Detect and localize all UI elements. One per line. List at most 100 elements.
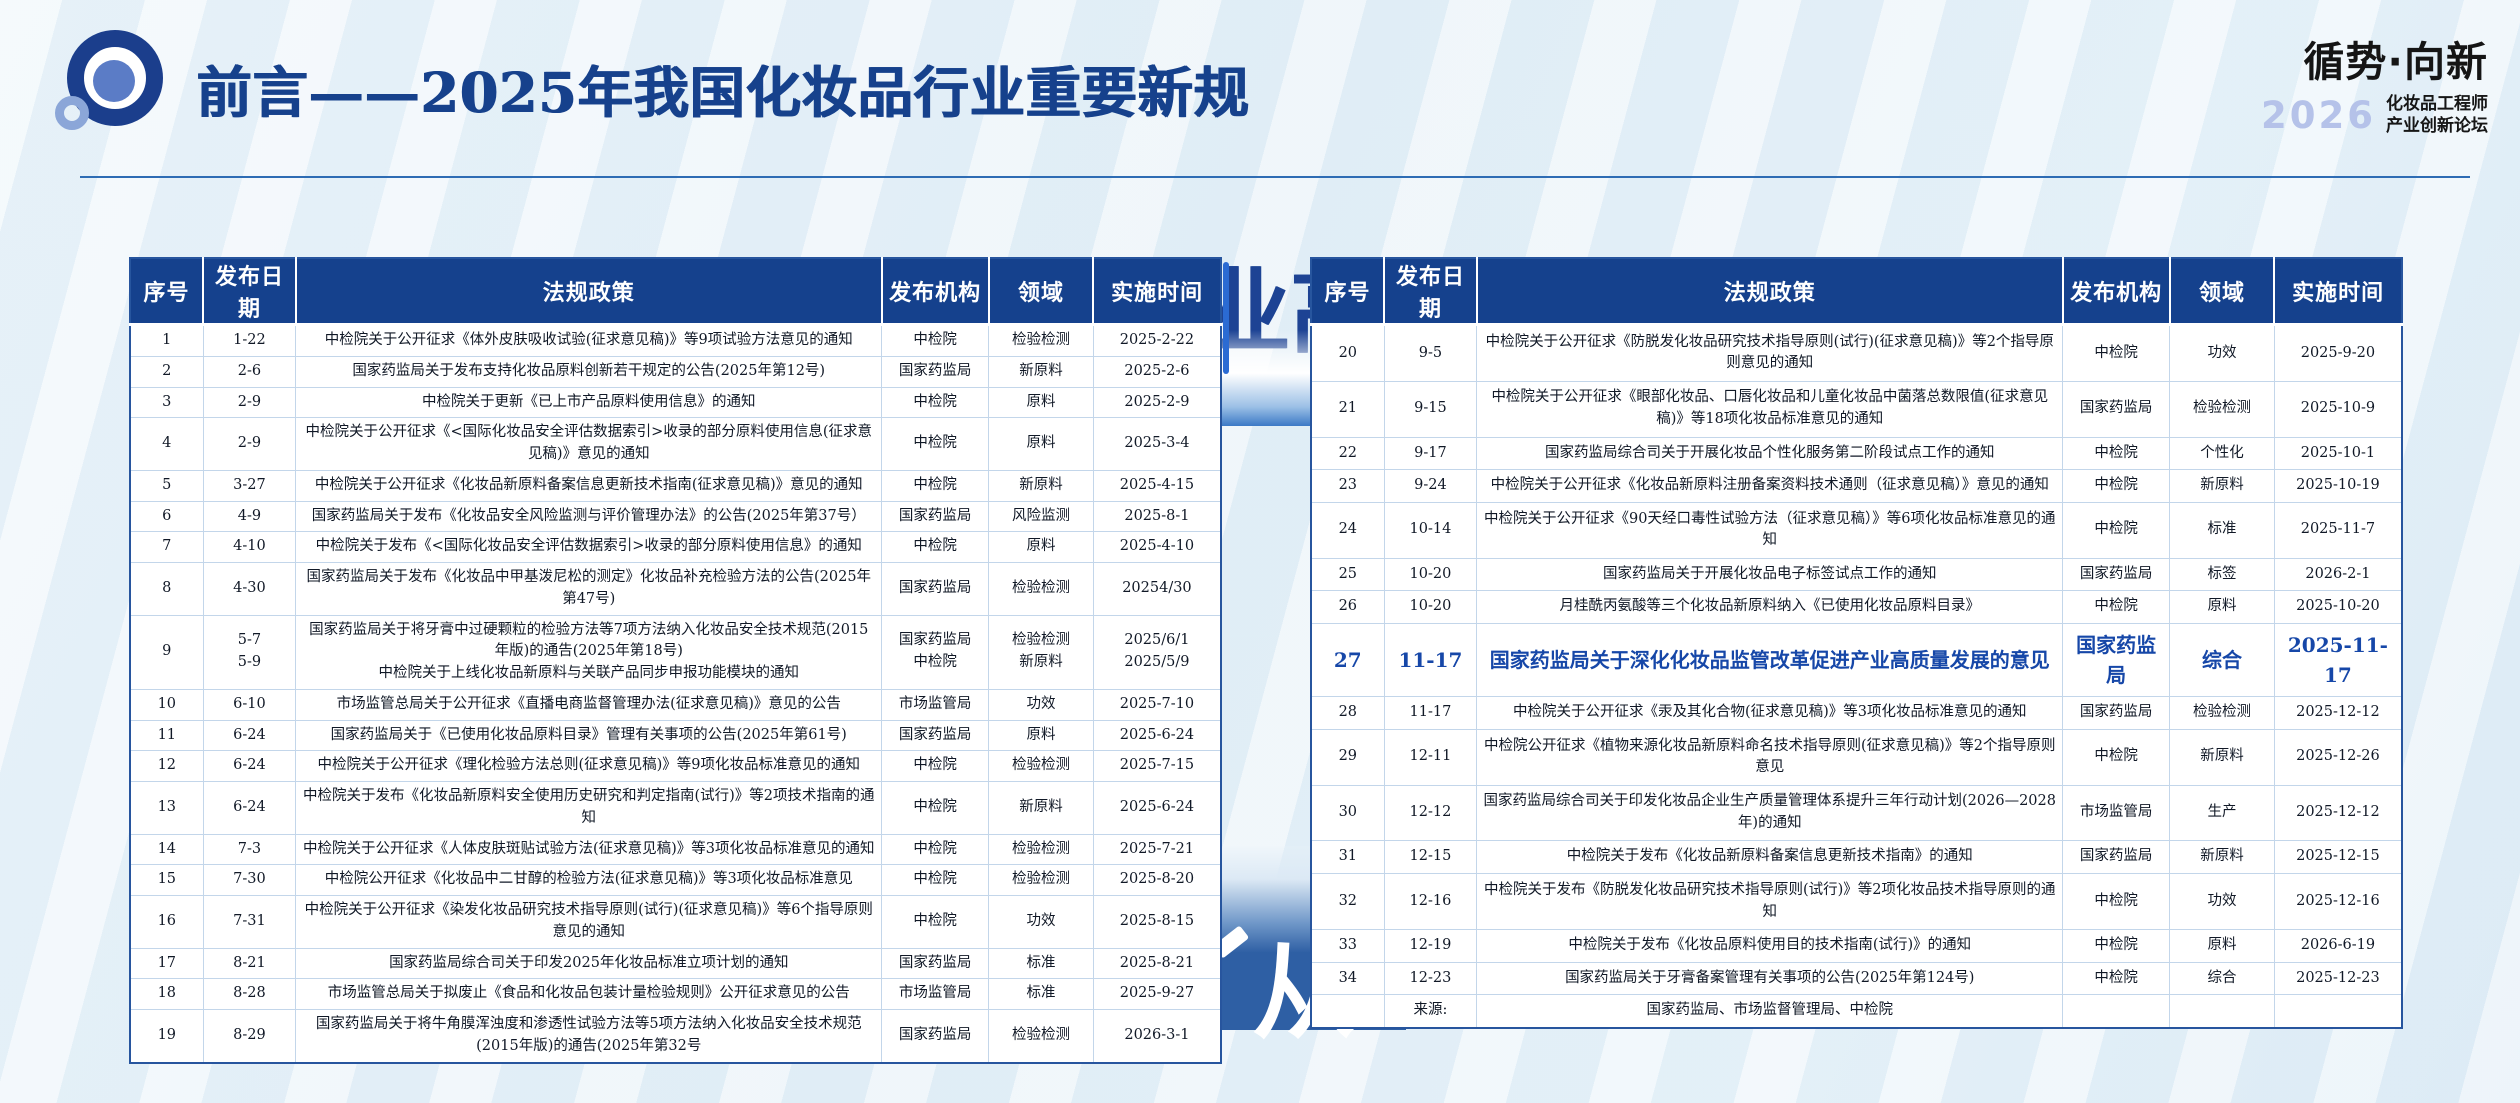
table-row: 2 2-6 国家药监局关于发布支持化妆品原料创新若干规定的公告(2025年第12号)… [130, 355, 1221, 388]
table-row: 29 12-11 中检院公开征求《植物来源化妆品新原料命名技术指导原则(征求意见稿)… [1311, 728, 2402, 786]
row-no: 11 [130, 719, 204, 752]
publish-date: 8-28 [202, 978, 297, 1010]
row-no: 34 [1311, 961, 1385, 996]
column-header: 序号 [1311, 258, 1386, 326]
page-title: 前言——2025年我国化妆品行业重要新规 [196, 60, 1250, 125]
table-row: 8 4-30 国家药监局关于发布《化妆品中甲基泼尼松的测定》化妆品补充检验方法的公告… [130, 562, 1221, 616]
table-row: 来源: 国家药监局、市场监督管理局、中检院 [1311, 994, 2402, 1029]
table-row: 14 7-3 中检院关于公开征求《人体皮肤斑贴试验方法(征求意见稿)》等3项化妆品标… [130, 833, 1221, 866]
effective-date: 2025-2-6 [1092, 355, 1221, 388]
column-header: 领域 [988, 258, 1095, 326]
policy-title: 中检院公开征求《植物来源化妆品新原料命名技术指导原则(征求意见稿)》等2个指导原… [1476, 728, 2064, 786]
row-no: 23 [1311, 469, 1385, 503]
field: 新原料 [2169, 469, 2275, 503]
publish-date: 12-11 [1383, 728, 1478, 786]
table-row: 5 3-27 中检院关于公开征求《化妆品新原料备案信息更新技术指南(征求意见稿)》意… [130, 469, 1221, 502]
effective-date: 2025-8-21 [1092, 947, 1221, 980]
agency: 中检院 [881, 386, 990, 419]
agency: 中检院 [881, 750, 990, 782]
agency: 中检院 [881, 895, 990, 949]
agency: 中检院 [2062, 436, 2171, 471]
row-no: 22 [1311, 436, 1385, 471]
agency: 市场监管局 [881, 978, 990, 1010]
field: 检验检测 [988, 324, 1094, 357]
policy-title: 国家药监局关于深化化妆品监管改革促进产业高质量发展的意见 [1476, 622, 2064, 698]
agency: 国家药监局 [881, 719, 990, 752]
publish-date: 12-23 [1383, 961, 1478, 996]
effective-date: 2025-11-17 [2273, 622, 2402, 698]
effective-date: 2025-9-20 [2273, 324, 2402, 382]
effective-date: 2025-10-9 [2273, 380, 2402, 438]
effective-date: 2025-10-19 [2273, 469, 2402, 503]
row-no: 33 [1311, 928, 1385, 963]
column-header: 序号 [130, 258, 205, 326]
policy-title: 中检院关于更新《已上市产品原料使用信息》的通知 [295, 386, 883, 419]
field: 检验检测 [988, 864, 1094, 896]
policy-title: 中检院关于公开征求《染发化妆品研究技术指导原则(试行)(征求意见稿)》等6个指导… [295, 895, 883, 949]
agency: 中检院 [2062, 469, 2171, 503]
effective-date: 2025-8-15 [1092, 895, 1221, 949]
table-row: 7 4-10 中检院关于发布《<国际化妆品安全评估数据索引>收录的部分原料使用信息》… [130, 531, 1221, 563]
scrollbar-fragment[interactable] [1223, 262, 1229, 374]
table-row: 25 10-20 国家药监局关于开展化妆品电子标签试点工作的通知 国家药监局 标签 202… [1311, 557, 2402, 592]
policy-title: 国家药监局关于开展化妆品电子标签试点工作的通知 [1476, 557, 2064, 592]
policy-title: 国家药监局关于发布《化妆品中甲基泼尼松的测定》化妆品补充检验方法的公告(2025… [295, 562, 883, 616]
table-row: 4 2-9 中检院关于公开征求《<国际化妆品安全评估数据索引>收录的部分原料使用信息… [130, 417, 1221, 471]
row-no: 28 [1311, 696, 1385, 730]
policy-title: 国家药监局关于发布《化妆品安全风险监测与评价管理办法》的公告(2025年第37号… [295, 500, 883, 533]
logo-inner-circle [93, 60, 135, 102]
table-row: 11 6-24 国家药监局关于《已使用化妆品原料目录》管理有关事项的公告(2025年… [130, 719, 1221, 752]
table-row: 33 12-19 中检院关于发布《化妆品原料使用目的技术指南(试行)》的通知 中检院原… [1311, 928, 2402, 963]
agency: 中检院 [2062, 928, 2171, 963]
field: 原料 [988, 531, 1094, 563]
table-row: 19 8-29 国家药监局关于将牛角膜浑浊度和渗透性试验方法等5项方法纳入化妆品安全… [130, 1009, 1221, 1063]
effective-date: 2025-11-7 [2273, 501, 2402, 559]
table-row: 32 12-16 中检院关于发布《防脱发化妆品研究技术指导原则(试行)》等2项化妆品… [1311, 873, 2402, 930]
field: 综合 [2169, 622, 2275, 698]
effective-date: 2025-2-22 [1092, 324, 1221, 357]
row-no: 17 [130, 947, 204, 980]
publish-date: 12-15 [1383, 840, 1478, 875]
field: 生产 [2169, 784, 2275, 842]
row-no: 21 [1311, 380, 1385, 438]
policy-title: 国家药监局综合司关于开展化妆品个性化服务第二阶段试点工作的通知 [1476, 436, 2064, 471]
table-row: 1 1-22 中检院关于公开征求《体外皮肤吸收试验(征求意见稿)》等9项试验方法意见… [130, 324, 1221, 357]
effective-date: 2025-12-12 [2273, 696, 2402, 730]
row-no: 7 [130, 531, 204, 563]
field: 标准 [988, 947, 1094, 980]
agency: 中检院 [881, 781, 990, 835]
row-no: 5 [130, 469, 204, 502]
row-no: 31 [1311, 840, 1385, 875]
publish-date: 2-9 [202, 417, 297, 471]
row-no: 12 [130, 750, 204, 782]
agency: 国家药监局 [2062, 622, 2171, 698]
brand-subtitle-line2: 产业创新论坛 [2386, 115, 2488, 136]
policy-title: 中检院关于公开征求《眼部化妆品、口唇化妆品和儿童化妆品中菌落总数限值(征求意见稿… [1476, 380, 2064, 438]
publish-date: 9-15 [1383, 380, 1478, 438]
agency: 中检院 [2062, 728, 2171, 786]
field [2169, 994, 2275, 1029]
table-row: 30 12-12 国家药监局综合司关于印发化妆品企业生产质量管理体系提升三年行动计划… [1311, 784, 2402, 842]
policy-title: 国家药监局综合司关于印发2025年化妆品标准立项计划的通知 [295, 947, 883, 980]
field: 检验检测 [2169, 696, 2275, 730]
table-row: 22 9-17 国家药监局综合司关于开展化妆品个性化服务第二阶段试点工作的通知 中检院… [1311, 436, 2402, 471]
publish-date: 9-5 [1383, 324, 1478, 382]
effective-date: 2025-12-15 [2273, 840, 2402, 875]
effective-date: 2025-8-1 [1092, 500, 1221, 533]
agency: 中检院 [881, 833, 990, 866]
row-no: 20 [1311, 324, 1385, 382]
agency: 市场监管局 [2062, 784, 2171, 842]
row-no: 25 [1311, 557, 1385, 592]
effective-date: 2026-2-1 [2273, 557, 2402, 592]
agency [2062, 994, 2171, 1029]
publish-date: 12-12 [1383, 784, 1478, 842]
row-no: 24 [1311, 501, 1385, 559]
column-header: 领域 [2169, 258, 2276, 326]
table-row: 10 6-10 市场监管总局关于公开征求《直播电商监督管理办法(征求意见稿)》意见的… [130, 688, 1221, 721]
table-header-row: 序号 发布日期 法规政策 发布机构 领域 实施时间 [1311, 258, 2402, 326]
column-header: 发布日期 [1384, 258, 1478, 326]
effective-date: 2025/6/1 2025/5/9 [1092, 614, 1221, 690]
publish-date: 1-22 [202, 324, 297, 357]
policy-title: 中检院关于公开征求《理化检验方法总则(征求意见稿)》等9项化妆品标准意见的通知 [295, 750, 883, 782]
